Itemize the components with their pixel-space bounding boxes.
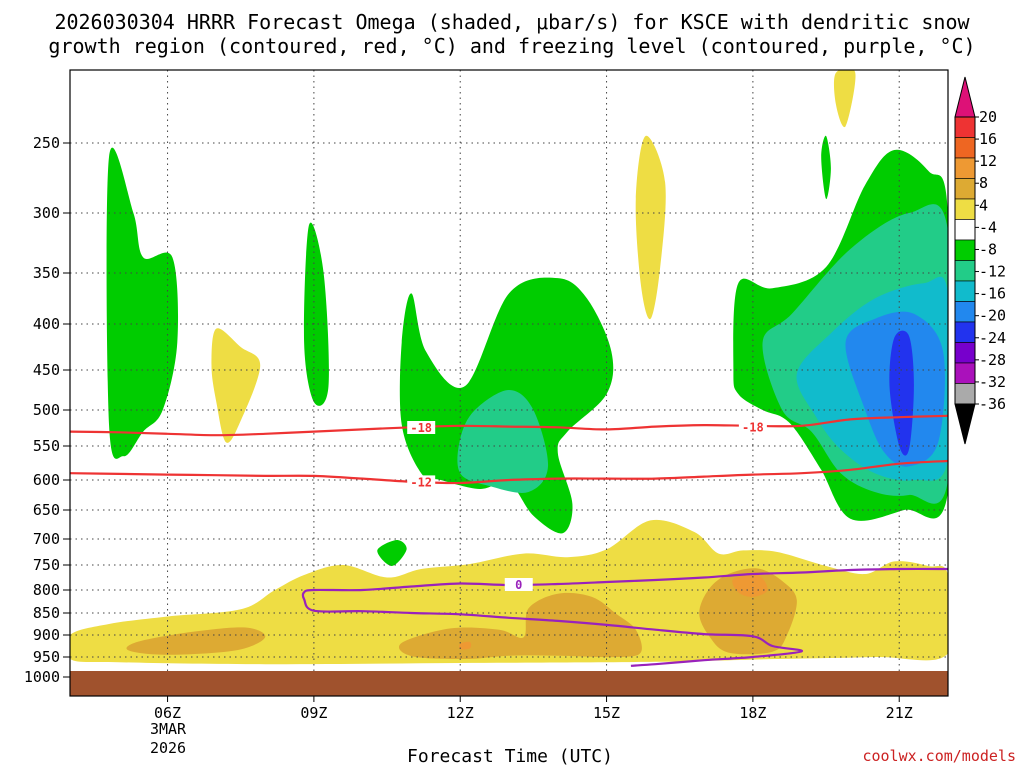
y-tick-label-350: 350 [33,264,60,282]
y-tick-label-400: 400 [33,315,60,333]
colorbar-band-11 [954,342,976,364]
y-tick-label-900: 900 [33,626,60,644]
plot-area: -18 -18 -12 0 [70,70,948,696]
upward-region-12 [889,330,914,456]
upward-region-6 [821,135,831,200]
y-tick-label-850: 850 [33,604,60,622]
y-tick-label-600: 600 [33,471,60,489]
x-axis: 06Z 09Z 12Z 15Z 18Z 21Z [154,696,913,722]
dgz-minus-12-label: -12 [410,475,432,489]
colorbar-label--8: -8 [979,240,997,258]
credit-text: coolwx.com/models [862,747,1016,765]
downward-region-8 [459,641,472,650]
dgz-minus-18-label-2: -18 [742,420,764,434]
plot-frame [69,69,949,697]
y-tick-label-700: 700 [33,530,60,548]
dgz-minus-18-label-bg [738,420,767,434]
x-tick-label-06Z: 06Z [154,704,181,722]
freezing-level-0-label-bg [504,578,533,591]
colorbar-label-16: 16 [979,130,997,148]
y-axis: 250 300 350 400 450 500 550 600 650 700 750 800 850 9… [24,134,70,686]
x-tick-label-21Z: 21Z [886,704,913,722]
y-tick-label-500: 500 [33,401,60,419]
x-tick-label-15Z: 15Z [593,704,620,722]
x-tick-label-09Z: 09Z [300,704,327,722]
colorbar-band-13 [954,383,976,405]
colorbar-label--20: -20 [979,307,1006,325]
colorbar-label--24: -24 [979,329,1006,347]
upward-region-1 [106,147,179,459]
dgz-minus-18-label: -18 [410,421,432,435]
chart-title-line1: 2026030304 HRRR Forecast Omega (shaded, … [54,10,970,34]
y-tick-label-650: 650 [33,501,60,519]
y-tick-label-950: 950 [33,648,60,666]
colorbar-label--36: -36 [979,395,1006,413]
colorbar-label--4: -4 [979,218,997,236]
downward-region-5 [126,627,266,655]
downward-region-6 [398,592,642,660]
upward-region-8 [457,390,549,493]
contour-lines: -18 -18 -12 0 [70,414,948,667]
dgz-minus-12-label-bg [407,475,436,489]
y-tick-label-550: 550 [33,437,60,455]
dgz-minus-18-label-bg [407,421,436,434]
colorbar-band-6 [954,239,976,261]
date-label-day: 3MAR [150,720,187,738]
colorbar-band-7 [954,260,976,282]
downward-region-7 [699,568,797,655]
downward-region-4 [833,70,856,128]
y-tick-label-750: 750 [33,556,60,574]
colorbar-band-1 [954,137,976,159]
x-tick-label-12Z: 12Z [447,704,474,722]
chart-title-line2: growth region (contoured, red, °C) and f… [48,34,975,58]
colorbar-label-8: 8 [979,174,988,192]
upward-region-5 [377,539,407,567]
colorbar-label-12: 12 [979,152,997,170]
grid-lines [70,70,948,696]
colorbar-label--16: -16 [979,285,1006,303]
colorbar-label-20: 20 [979,108,997,126]
ground-bar [70,671,948,696]
colorbar-band-0 [954,116,976,138]
colorbar-label-4: 4 [979,196,988,214]
x-axis-label: Forecast Time (UTC) [407,746,613,767]
colorbar-band-2 [954,157,976,179]
downward-region-3 [211,328,261,443]
colorbar-band-8 [954,280,976,302]
dgz-minus-18-line [70,414,948,437]
colorbar-top-arrow [954,76,976,118]
colorbar-label--32: -32 [979,373,1006,391]
x-tick-label-18Z: 18Z [739,704,766,722]
y-tick-label-800: 800 [33,581,60,599]
y-tick-label-450: 450 [33,361,60,379]
colorbar-band-10 [954,321,976,343]
y-tick-label-300: 300 [33,204,60,222]
colorbar-band-4 [954,198,976,220]
colorbar-frame [954,116,976,405]
y-tick-label-250: 250 [33,134,60,152]
dgz-minus-12-line [70,459,948,485]
downward-region-9 [732,574,768,597]
colorbar-band-5 [954,219,976,241]
freezing-level-0-label: 0 [515,578,522,592]
colorbar-band-12 [954,362,976,384]
colorbar-label--12: -12 [979,263,1006,281]
date-label-year: 2026 [150,739,186,757]
colorbar-band-3 [954,178,976,200]
upward-region-2 [303,222,329,406]
y-tick-label-1000: 1000 [24,668,60,686]
colorbar-label--28: -28 [979,351,1006,369]
colorbar: 20 16 12 8 4 -4 -8 -12 -16 -20 -24 -28 -32 -36 [954,76,1006,445]
freezing-level-0-line [301,567,948,667]
colorbar-band-9 [954,301,976,323]
colorbar-bottom-arrow [954,403,976,445]
